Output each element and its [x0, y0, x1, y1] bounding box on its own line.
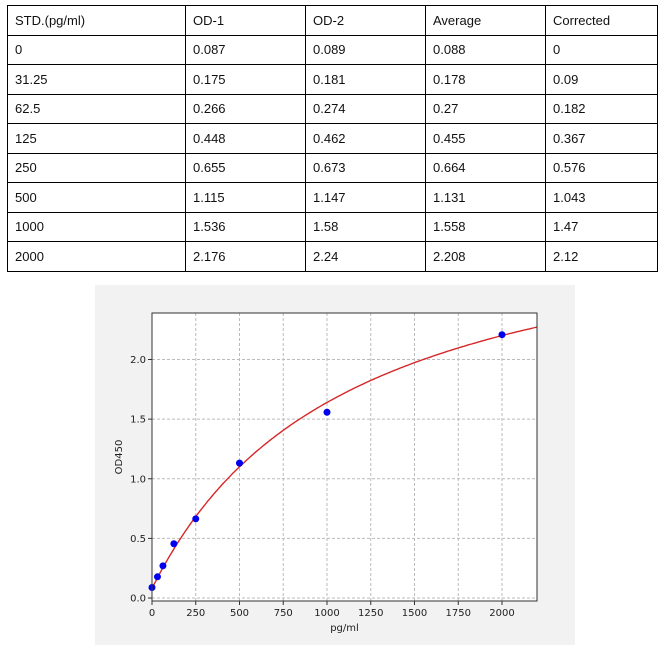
- table-cell: OD-1: [185, 5, 306, 36]
- data-point: [498, 331, 506, 339]
- data-point: [192, 515, 200, 523]
- table-cell: Corrected: [545, 5, 658, 36]
- fit-curve: [151, 326, 538, 589]
- table-cell: 0.266: [185, 93, 306, 124]
- y-tick-label: 0.0: [130, 594, 146, 605]
- table-cell: 0: [545, 34, 658, 65]
- x-tick-label: 250: [186, 608, 205, 619]
- standard-curve-chart: 0 250 500 750 1000 1250 1500 1750 2000 0.0 0.5 1.0 1…: [95, 285, 575, 645]
- table-row: 1000 1.536 1.58 1.558 1.47: [7, 211, 658, 242]
- table-cell: OD-2: [305, 5, 426, 36]
- x-tick-label: 1250: [358, 608, 383, 619]
- table-cell: 0.088: [425, 34, 546, 65]
- data-point: [153, 573, 161, 581]
- table-cell: 0.673: [305, 152, 426, 183]
- x-tick-label: 1000: [314, 608, 339, 619]
- table-cell: 1.558: [425, 211, 546, 242]
- table-cell: 1.147: [305, 182, 426, 213]
- data-point: [236, 459, 243, 467]
- table-cell: 0.455: [425, 123, 546, 154]
- table-row: 62.5 0.266 0.274 0.27 0.182: [7, 93, 658, 124]
- table-cell: 0: [7, 34, 186, 65]
- table-cell: 0.655: [185, 152, 306, 183]
- plot-frame: [151, 312, 538, 602]
- table-row: 2000 2.176 2.24 2.208 2.12: [7, 241, 658, 272]
- table-cell: 31.25: [7, 64, 186, 95]
- x-tick-label: 500: [230, 608, 249, 619]
- table-cell: 0.089: [305, 34, 426, 65]
- table-row: 250 0.655 0.673 0.664 0.576: [7, 152, 658, 183]
- plot-area: [152, 313, 537, 601]
- x-tick-label: 1500: [402, 608, 427, 619]
- table-cell: 1.043: [545, 182, 658, 213]
- table-cell: 500: [7, 182, 186, 213]
- table-cell: 0.087: [185, 34, 306, 65]
- table-cell: 0.576: [545, 152, 658, 183]
- data-point: [170, 540, 178, 548]
- data-point: [323, 408, 331, 416]
- data-point: [159, 562, 167, 570]
- table-cell: 2.24: [305, 241, 426, 272]
- table-row: 0 0.087 0.089 0.088 0: [7, 34, 658, 65]
- table-cell: 0.448: [185, 123, 306, 154]
- table-cell: 0.462: [305, 123, 426, 154]
- table-cell: 62.5: [7, 93, 186, 124]
- table-row: 31.25 0.175 0.181 0.178 0.09: [7, 64, 658, 95]
- table-cell: Average: [425, 5, 546, 36]
- x-tick-label: 750: [274, 608, 293, 619]
- table-cell: 125: [7, 123, 186, 154]
- table-cell: 2.176: [185, 241, 306, 272]
- table-row: 125 0.448 0.462 0.455 0.367: [7, 123, 658, 154]
- table-cell: 1.536: [185, 211, 306, 242]
- table-cell: 0.664: [425, 152, 546, 183]
- table-row: 500 1.115 1.147 1.131 1.043: [7, 182, 658, 213]
- table-cell: 2.208: [425, 241, 546, 272]
- table-cell: 1.115: [185, 182, 306, 213]
- table-cell: 0.178: [425, 64, 546, 95]
- table-cell: 250: [7, 152, 186, 183]
- table-cell: 0.175: [185, 64, 306, 95]
- y-axis-label: OD450: [114, 440, 125, 475]
- table-cell: 0.27: [425, 93, 546, 124]
- y-tick-label: 1.0: [130, 474, 146, 485]
- table-cell: 1000: [7, 211, 186, 242]
- table-cell: 0.09: [545, 64, 658, 95]
- table-cell: 0.367: [545, 123, 658, 154]
- standards-table: STD.(pg/ml) OD-1 OD-2 Average Corrected 0 0.08…: [7, 5, 658, 272]
- table-cell: 0.274: [305, 93, 426, 124]
- x-tick-label: 0: [149, 608, 155, 619]
- y-tick-label: 1.5: [130, 415, 146, 426]
- x-tick-label: 2000: [489, 608, 514, 619]
- chart-svg: 0 250 500 750 1000 1250 1500 1750 2000 0.0 0.5 1.0 1…: [114, 312, 538, 634]
- table-cell: 0.181: [305, 64, 426, 95]
- table-cell: STD.(pg/ml): [7, 5, 186, 36]
- table-cell: 1.47: [545, 211, 658, 242]
- table-cell: 2.12: [545, 241, 658, 272]
- x-axis-label: pg/ml: [330, 623, 359, 634]
- x-tick-label: 1750: [446, 608, 471, 619]
- table-cell: 0.182: [545, 93, 658, 124]
- y-tick-label: 2.0: [130, 355, 146, 366]
- table-cell: 1.131: [425, 182, 546, 213]
- y-tick-label: 0.5: [130, 534, 146, 545]
- table-cell: 2000: [7, 241, 186, 272]
- table-header-row: STD.(pg/ml) OD-1 OD-2 Average Corrected: [7, 5, 658, 36]
- table-cell: 1.58: [305, 211, 426, 242]
